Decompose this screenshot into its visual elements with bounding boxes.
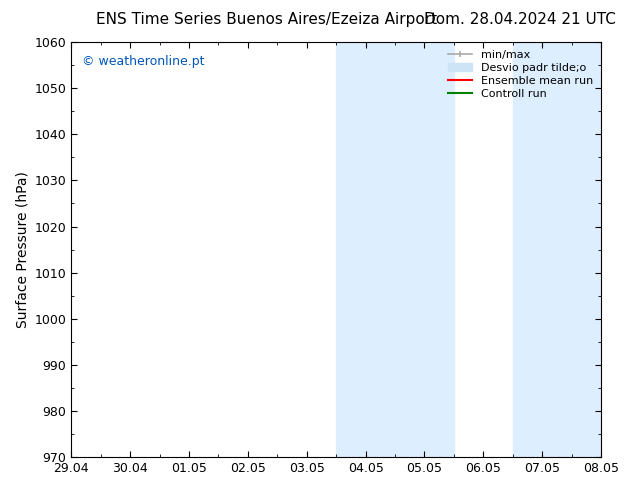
Legend: min/max, Desvio padr tilde;o, Ensemble mean run, Controll run: min/max, Desvio padr tilde;o, Ensemble m… [443, 46, 598, 103]
Bar [395, 42, 454, 457]
Text: ENS Time Series Buenos Aires/Ezeiza Airport: ENS Time Series Buenos Aires/Ezeiza Airp… [96, 12, 437, 27]
Bar [336, 42, 395, 457]
Bar [513, 42, 572, 457]
Text: © weatheronline.pt: © weatheronline.pt [82, 54, 204, 68]
Y-axis label: Surface Pressure (hPa): Surface Pressure (hPa) [15, 171, 29, 328]
Text: Dom. 28.04.2024 21 UTC: Dom. 28.04.2024 21 UTC [424, 12, 616, 27]
Bar [572, 42, 601, 457]
